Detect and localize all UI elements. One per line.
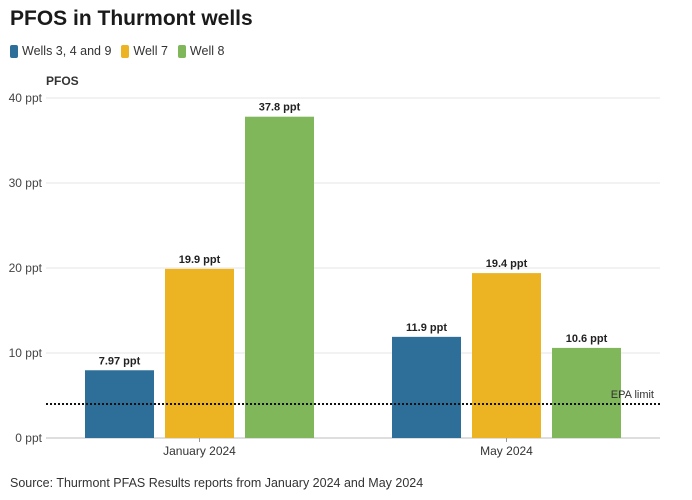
y-tick-label: 10 ppt [9, 346, 43, 360]
bar [392, 336, 461, 438]
legend-swatch [177, 44, 186, 58]
legend-label: Wells 3, 4 and 9 [22, 44, 112, 58]
legend-label: Well 8 [189, 44, 225, 58]
legend-item-wells-3-4-9: Wells 3, 4 and 9 [10, 44, 111, 58]
bar [245, 116, 314, 438]
bar [472, 273, 541, 438]
x-tick-label: January 2024 [163, 444, 236, 458]
y-tick-label: 30 ppt [9, 176, 43, 190]
chart-title: PFOS in Thurmont wells [10, 7, 253, 30]
legend-swatch [121, 44, 130, 58]
source-note: Source: Thurmont PFAS Results reports fr… [10, 476, 424, 490]
legend: Wells 3, 4 and 9 Well 7 Well 8 [10, 44, 224, 58]
y-tick-label: 0 ppt [15, 431, 42, 445]
bar-data-label: 10.6 ppt [566, 333, 608, 345]
legend-item-well-7: Well 7 [121, 44, 168, 58]
bar-chart: 0 ppt 10 ppt 20 ppt 30 ppt 40 ppt 7.97 ppt 19.… [9, 91, 660, 458]
bar-data-label: 37.8 ppt [259, 102, 301, 114]
bar [165, 268, 234, 438]
legend-item-well-8: Well 8 [177, 44, 225, 58]
bar-data-label: 19.9 ppt [179, 254, 221, 266]
bar [552, 347, 621, 438]
x-tick-label: May 2024 [480, 444, 533, 458]
y-axis-title: PFOS [46, 74, 79, 88]
epa-limit-label: EPA limit [611, 389, 654, 401]
legend-label: Well 7 [133, 44, 168, 58]
y-tick-label: 40 ppt [9, 91, 43, 105]
bar-data-label: 19.4 ppt [486, 258, 528, 270]
legend-swatch [10, 44, 18, 58]
bar-data-label: 7.97 ppt [99, 355, 141, 367]
bar-data-label: 11.9 ppt [406, 322, 447, 334]
y-tick-label: 20 ppt [9, 261, 43, 275]
